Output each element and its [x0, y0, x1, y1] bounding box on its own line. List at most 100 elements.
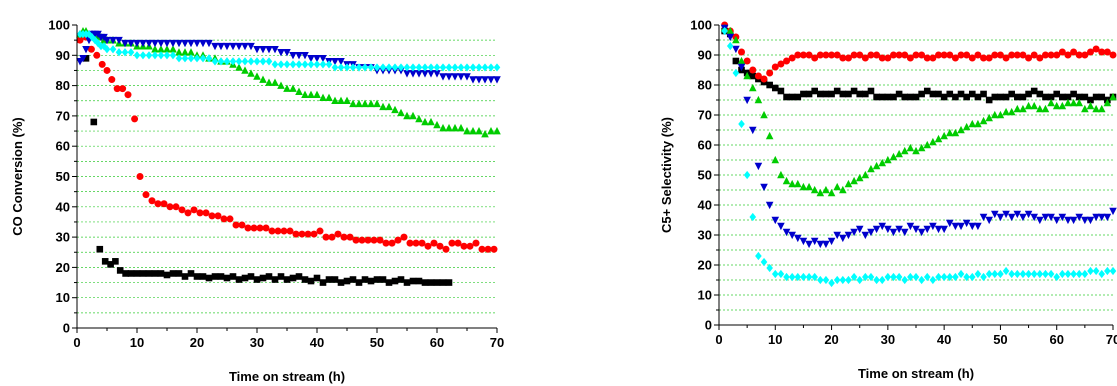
data-point-triangle-down-marker	[850, 228, 858, 237]
y-tick-label: 100	[48, 18, 70, 33]
data-point-diamond-marker	[259, 57, 267, 66]
data-point-square-marker	[862, 90, 869, 98]
data-point-circle-marker	[346, 233, 354, 241]
data-point-diamond-marker	[991, 269, 999, 279]
data-point-square-marker	[373, 276, 381, 283]
data-point-square-marker	[833, 87, 841, 95]
data-point-square-marker	[901, 93, 909, 101]
data-point-triangle-down-marker	[917, 228, 926, 237]
series-triangle-down	[76, 30, 501, 84]
data-point-circle-marker	[743, 57, 751, 65]
data-point-triangle-up-marker	[732, 35, 740, 44]
data-point-circle-marker	[484, 245, 492, 253]
data-point-square-marker	[940, 93, 948, 101]
data-point-square-marker	[301, 276, 309, 283]
data-point-diamond-marker	[794, 272, 802, 282]
chart-c5-selectivity: 0 10 20 30 40 50 60 70 80 90 100 0 10 20 30 40 50 60 70 Tim…	[659, 18, 1117, 382]
x-tick-label: 60	[1049, 332, 1063, 347]
y-tick-label: 60	[56, 139, 70, 154]
data-point-circle-marker	[202, 209, 210, 217]
data-point-square-marker	[151, 270, 159, 277]
data-point-square-marker	[867, 87, 875, 95]
data-point-diamond-marker	[985, 269, 993, 279]
data-point-triangle-down-marker	[810, 237, 819, 246]
data-point-circle-marker	[304, 230, 312, 238]
data-point-circle-marker	[466, 242, 474, 250]
data-point-triangle-down-marker	[968, 222, 977, 231]
y-axis-title: CO Conversion (%)	[10, 117, 25, 235]
y-tick-label: 10	[698, 288, 712, 303]
data-point-diamond-marker	[181, 54, 189, 63]
data-point-diamond-marker	[469, 63, 477, 72]
data-point-square-marker	[361, 276, 369, 283]
data-point-diamond-marker	[788, 272, 796, 282]
y-tick-label: 40	[698, 198, 712, 213]
data-point-diamond-marker	[325, 60, 333, 69]
data-point-circle-marker	[172, 203, 180, 211]
y-tick-label: 100	[690, 18, 712, 33]
data-point-square-marker	[946, 90, 954, 98]
data-point-square-marker	[349, 276, 357, 283]
data-point-triangle-down-marker	[127, 39, 135, 48]
data-point-square-marker	[157, 270, 165, 277]
data-point-triangle-down-marker	[1019, 213, 1027, 222]
data-point-circle-marker	[93, 51, 101, 59]
data-point-triangle-up-marker	[951, 128, 960, 137]
data-point-circle-marker	[142, 191, 150, 199]
data-point-triangle-down-marker	[1064, 216, 1072, 225]
data-point-triangle-up-marker	[397, 108, 405, 117]
data-point-triangle-up-marker	[737, 56, 746, 65]
data-point-square-marker	[929, 90, 937, 98]
data-point-triangle-down-marker	[1024, 210, 1033, 219]
data-point-triangle-up-marker	[867, 164, 875, 173]
data-point-circle-marker	[424, 242, 432, 250]
data-point-circle-marker	[1098, 48, 1106, 56]
data-point-square-marker	[817, 90, 824, 98]
data-point-triangle-down-marker	[1030, 213, 1038, 222]
data-point-diamond-marker	[1030, 269, 1038, 279]
data-point-triangle-up-marker	[1109, 92, 1117, 101]
data-point-triangle-down-marker	[861, 231, 870, 240]
data-point-triangle-down-marker	[732, 45, 740, 54]
data-point-triangle-up-marker	[331, 96, 339, 105]
data-point-triangle-down-marker	[421, 70, 429, 78]
data-point-triangle-down-marker	[247, 42, 255, 51]
x-axis-title: Time on stream (h)	[858, 366, 974, 381]
data-point-square-marker	[1092, 93, 1100, 101]
data-point-diamond-marker	[211, 57, 219, 66]
data-point-triangle-down-marker	[760, 183, 768, 192]
data-point-triangle-up-marker	[878, 158, 887, 167]
data-point-triangle-up-marker	[1086, 101, 1095, 110]
x-tick-label: 0	[73, 335, 80, 350]
data-point-diamond-marker	[929, 275, 937, 285]
data-point-circle-marker	[783, 57, 791, 65]
data-point-triangle-up-marker	[861, 170, 870, 179]
data-point-triangle-up-marker	[151, 45, 159, 53]
data-point-diamond-marker	[277, 60, 285, 69]
data-point-square-marker	[175, 270, 183, 277]
data-point-triangle-up-marker	[355, 99, 363, 108]
series-diamond	[76, 29, 501, 72]
data-point-circle-marker	[310, 230, 318, 238]
data-point-circle-marker	[131, 115, 139, 123]
data-point-triangle-down-marker	[1103, 213, 1112, 222]
data-point-triangle-down-marker	[289, 52, 297, 60]
data-point-triangle-down-marker	[271, 45, 279, 54]
data-point-triangle-down-marker	[181, 39, 189, 48]
data-point-triangle-up-marker	[962, 122, 971, 131]
data-point-triangle-up-marker	[996, 110, 1005, 119]
data-point-triangle-down-marker	[782, 228, 791, 237]
data-point-triangle-up-marker	[1075, 98, 1084, 107]
data-point-triangle-down-marker	[253, 45, 261, 54]
x-tick-label: 10	[130, 335, 144, 350]
data-point-triangle-up-marker	[457, 123, 465, 132]
data-point-triangle-up-marker	[968, 119, 977, 128]
data-point-square-marker	[1087, 96, 1094, 104]
data-point-triangle-up-marker	[839, 185, 847, 194]
data-point-square-marker	[912, 93, 920, 101]
data-point-circle-marker	[788, 54, 796, 62]
data-point-square-marker	[385, 279, 393, 286]
data-point-triangle-down-marker	[175, 39, 183, 48]
y-tick-label: 70	[698, 108, 712, 123]
data-point-circle-marker	[103, 66, 111, 74]
